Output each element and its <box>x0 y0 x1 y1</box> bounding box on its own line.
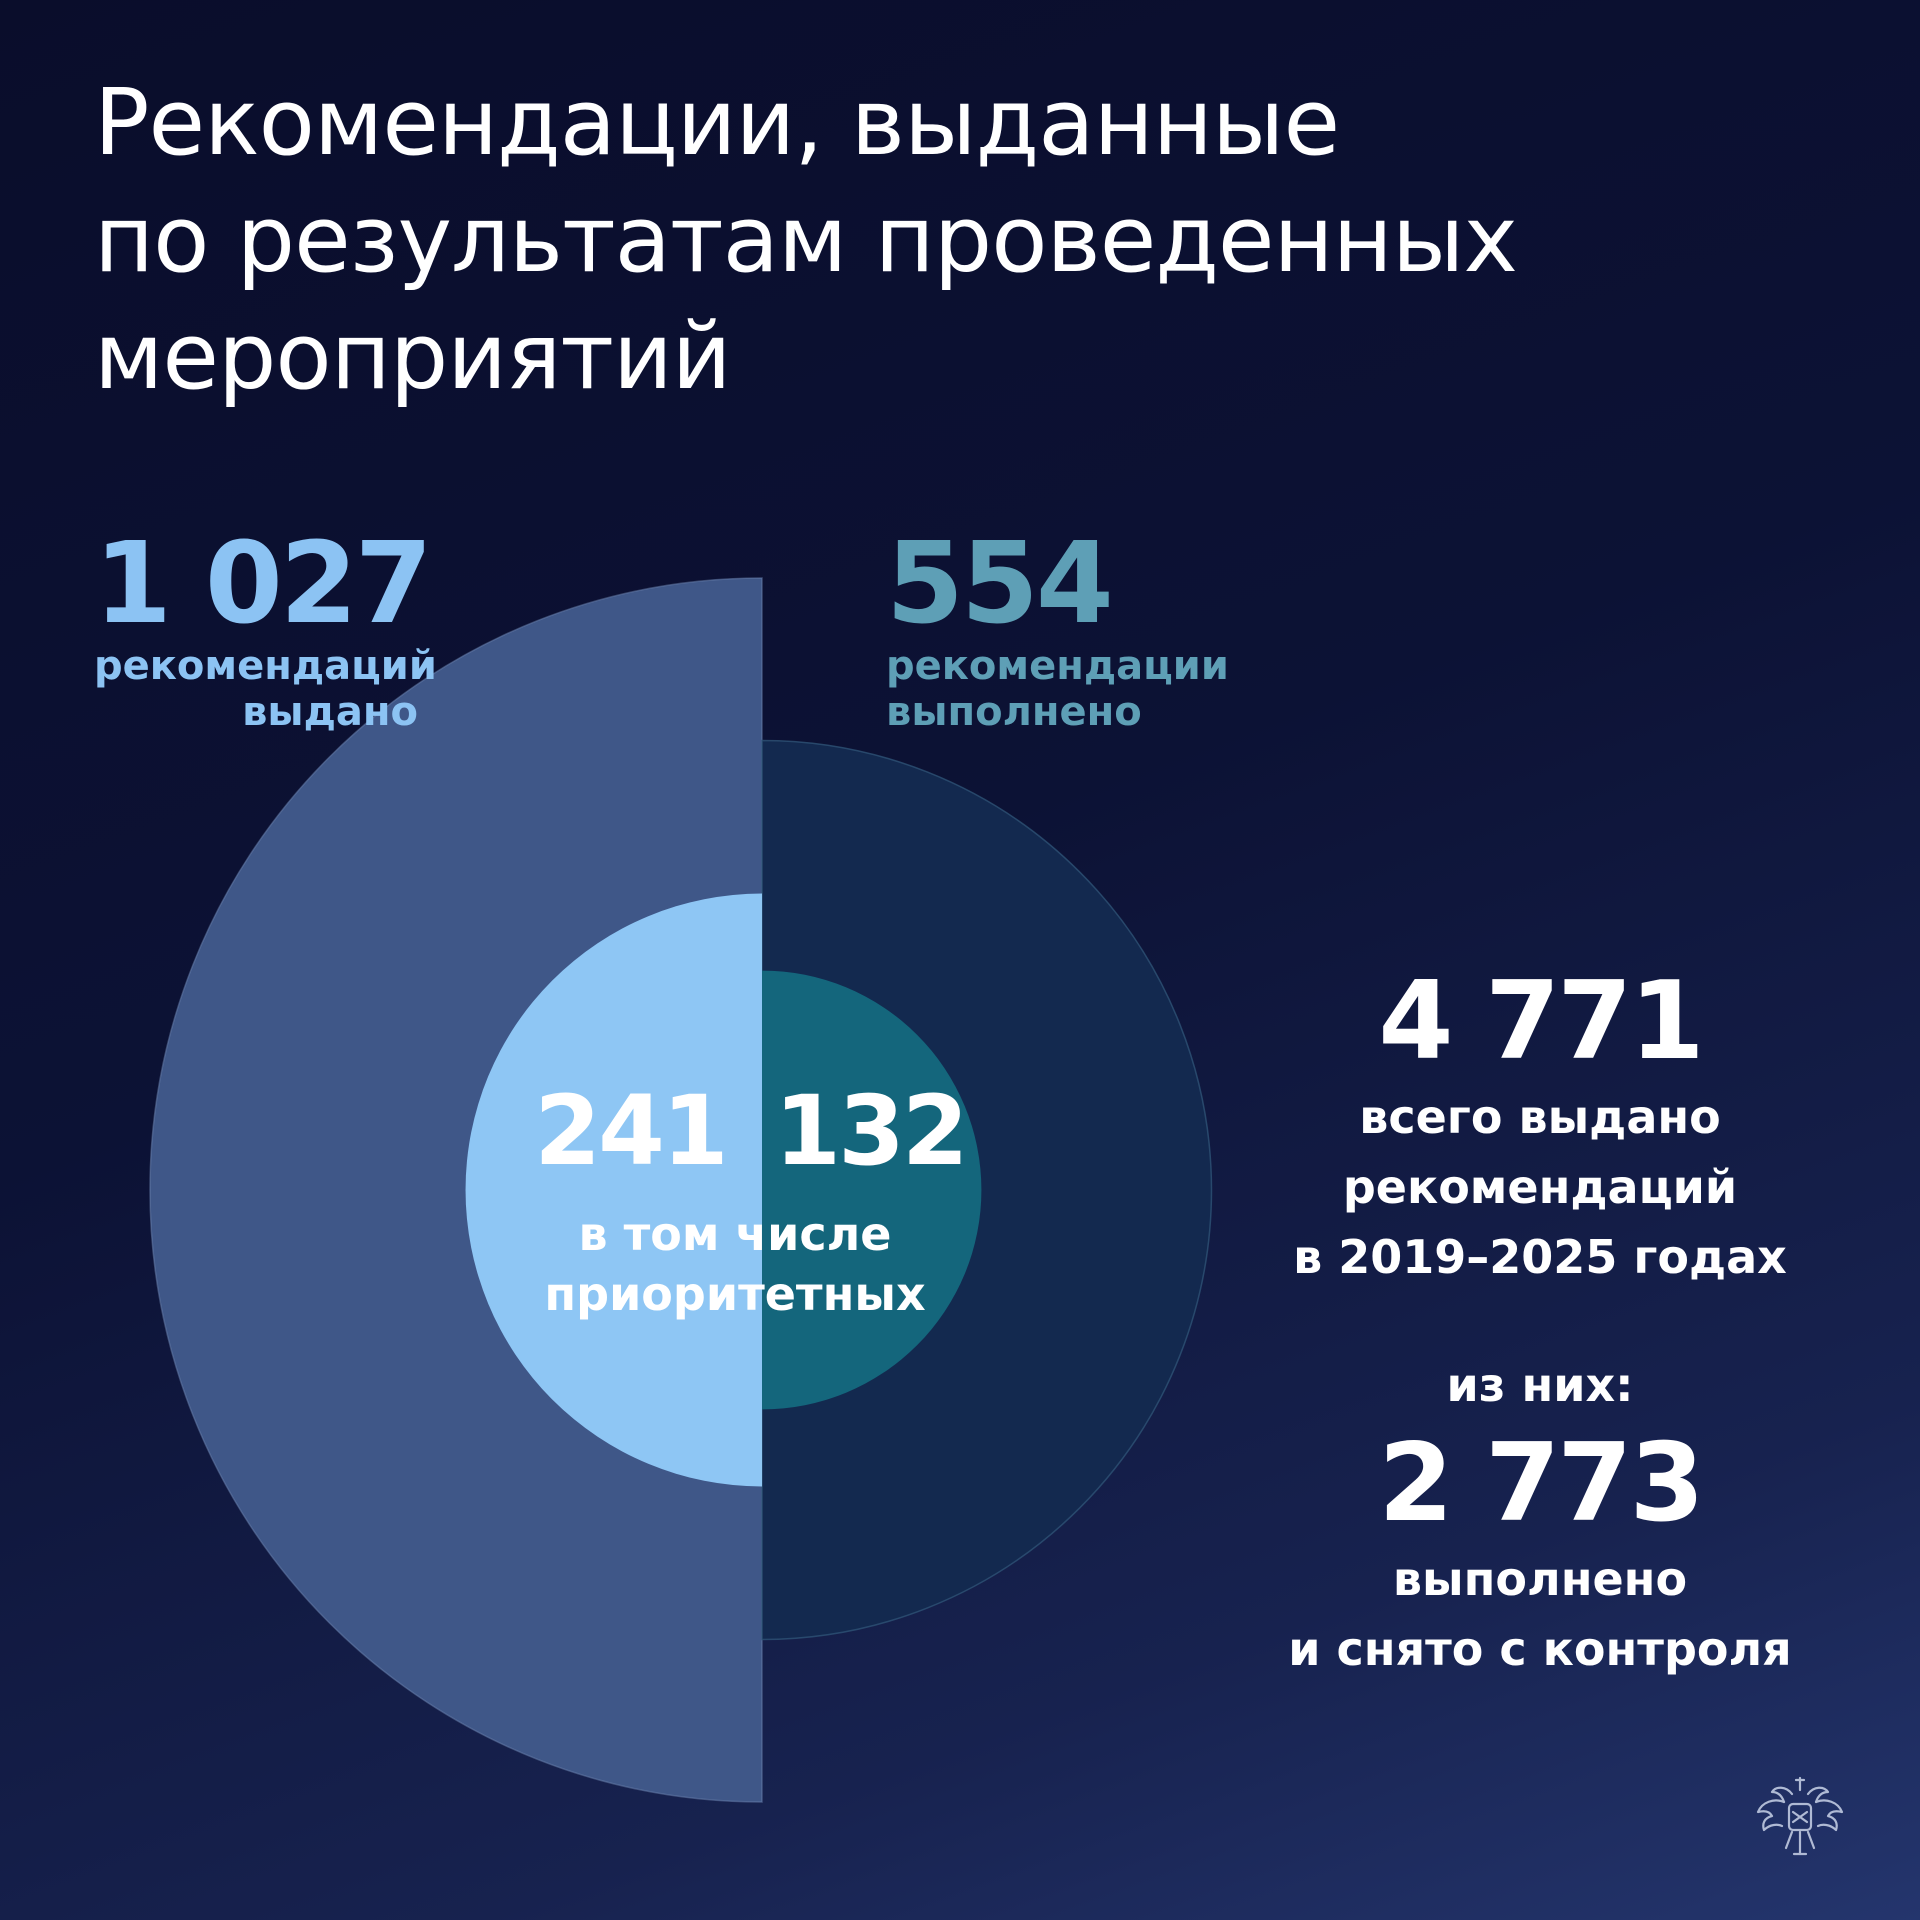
double-headed-eagle-icon <box>1756 1776 1844 1856</box>
priority-label-line-1: в том числе <box>578 1207 892 1261</box>
title-line-2: по результатам проведенных <box>94 186 1518 293</box>
issued-total-value: 1 027 <box>94 519 433 649</box>
completed-summary-line-1: выполнено <box>1392 1552 1688 1606</box>
priority-issued-value: 241 <box>534 1075 728 1187</box>
of-them-label: из них: <box>1446 1358 1634 1412</box>
page-title: Рекомендации, выданные по результатам пр… <box>94 64 1794 415</box>
completed-label-line-2: выполнено <box>886 689 1142 735</box>
total-label-line-3: в 2019–2025 годах <box>1293 1230 1787 1284</box>
completed-label-line-1: рекомендации <box>886 643 1229 689</box>
completed-value: 554 <box>886 519 1114 649</box>
total-completed-value: 2 773 <box>1378 1421 1704 1546</box>
priority-completed-value: 132 <box>774 1075 968 1187</box>
priority-label-line-2: приоритетных <box>544 1267 926 1321</box>
total-label-line-2: рекомендаций <box>1342 1160 1738 1214</box>
issued-priority-half <box>465 893 762 1487</box>
total-summary: 4 771 всего выдано рекомендаций в 2019–2… <box>1230 962 1850 1292</box>
priority-label: в том числе приоритетных <box>500 1204 970 1324</box>
completed-priority-half <box>762 970 982 1410</box>
completed-outer-half <box>761 739 1212 1641</box>
total-label-line-1: всего выдано <box>1359 1090 1721 1144</box>
issued-label-line-2: выдано <box>242 689 418 735</box>
completed-label: рекомендации выполнено <box>886 643 1229 735</box>
title-line-3: мероприятий <box>94 303 732 410</box>
total-issued-value: 4 771 <box>1378 959 1704 1084</box>
completed-summary-line-2: и снято с контроля <box>1288 1622 1792 1676</box>
issued-total-label: рекомендаций выдано <box>94 643 437 735</box>
issued-outer-half <box>149 577 763 1803</box>
issued-label-line-1: рекомендаций <box>94 643 437 689</box>
title-line-1: Рекомендации, выданные <box>94 69 1340 176</box>
completed-summary: из них: 2 773 выполнено и снято с контро… <box>1230 1350 1850 1684</box>
